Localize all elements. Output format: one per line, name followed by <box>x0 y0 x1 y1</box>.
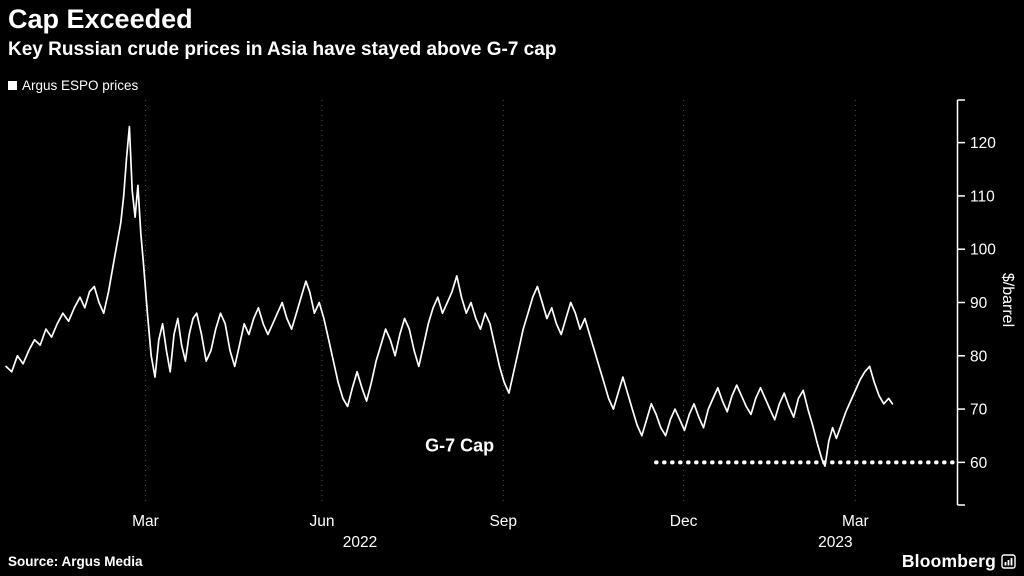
svg-text:Mar: Mar <box>842 513 869 530</box>
chart-title: Cap Exceeded <box>8 4 193 34</box>
legend-label: Argus ESPO prices <box>22 78 139 93</box>
svg-text:Jun: Jun <box>310 513 335 530</box>
svg-text:120: 120 <box>970 135 996 152</box>
svg-text:G-7 Cap: G-7 Cap <box>425 436 494 456</box>
chart-subtitle: Key Russian crude prices in Asia have st… <box>8 39 557 61</box>
svg-text:90: 90 <box>970 295 988 312</box>
svg-text:70: 70 <box>970 402 988 419</box>
bloomberg-terminal-icon <box>1001 554 1016 569</box>
svg-text:110: 110 <box>970 188 995 205</box>
source-note: Source: Argus Media <box>8 554 143 569</box>
svg-text:60: 60 <box>970 455 988 472</box>
legend-square-marker-icon <box>8 81 17 90</box>
chart-header: Cap Exceeded Key Russian crude prices in… <box>8 4 556 61</box>
chart-footer: Source: Argus Media Bloomberg <box>8 551 1016 572</box>
svg-text:2022: 2022 <box>343 534 377 551</box>
svg-text:2023: 2023 <box>818 534 852 551</box>
legend: Argus ESPO prices <box>8 78 138 93</box>
svg-text:80: 80 <box>970 348 988 365</box>
bloomberg-wordmark: Bloomberg <box>901 551 996 571</box>
svg-text:Mar: Mar <box>132 513 159 530</box>
svg-text:$/barrel: $/barrel <box>999 273 1016 327</box>
bloomberg-logo: Bloomberg <box>902 551 1016 572</box>
svg-text:Dec: Dec <box>670 513 698 530</box>
svg-text:Sep: Sep <box>489 513 517 530</box>
svg-text:100: 100 <box>970 242 996 259</box>
